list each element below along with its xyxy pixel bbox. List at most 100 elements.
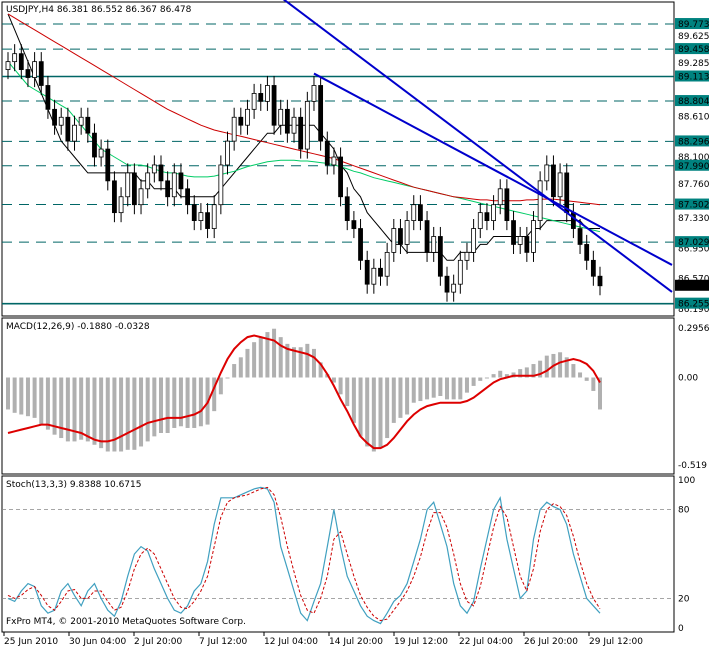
stoch-tick-label: 80 bbox=[678, 506, 690, 516]
price-tick-label: 88.610 bbox=[678, 112, 710, 122]
price-panel-frame bbox=[1, 1, 675, 317]
price-tick-label: 88.100 bbox=[678, 153, 710, 163]
macd-bar bbox=[411, 377, 416, 403]
macd-bar bbox=[278, 337, 283, 378]
candle-body bbox=[85, 116, 91, 134]
macd-bar bbox=[232, 364, 237, 378]
macd-bar bbox=[298, 347, 303, 378]
macd-bar bbox=[158, 377, 163, 433]
macd-bar bbox=[345, 377, 350, 407]
current-price-label: 86.478 bbox=[678, 282, 710, 292]
level-label-bg bbox=[675, 18, 709, 30]
macd-bar bbox=[225, 377, 230, 379]
candle-body bbox=[524, 236, 530, 253]
level-label: 89.773 bbox=[678, 20, 710, 30]
macd-title: MACD(12,26,9) -0.1880 -0.0328 bbox=[6, 322, 150, 332]
time-tick-label: 22 Jul 04:00 bbox=[459, 637, 513, 647]
trendline bbox=[313, 72, 673, 266]
candle-body bbox=[25, 69, 31, 78]
candle-body bbox=[391, 228, 397, 253]
ma-slow-line bbox=[7, 13, 601, 206]
macd-bar bbox=[491, 374, 496, 378]
macd-bar bbox=[105, 377, 110, 452]
time-tick-label: 25 Jun 2010 bbox=[4, 637, 58, 647]
candle-body bbox=[258, 93, 264, 102]
candle-body bbox=[457, 259, 463, 285]
stoch-panel-frame bbox=[1, 475, 675, 633]
candle-body bbox=[537, 180, 543, 221]
macd-bar bbox=[79, 377, 84, 440]
symbol-title: USDJPY,H4 86.381 86.552 86.367 86.478 bbox=[6, 5, 192, 15]
candle-body bbox=[278, 108, 284, 126]
candle-body bbox=[284, 108, 290, 134]
stoch-tick-label: 0 bbox=[678, 624, 684, 634]
candle-body bbox=[531, 220, 536, 253]
candle-body bbox=[171, 172, 177, 198]
candle-body bbox=[191, 204, 197, 221]
macd-bar bbox=[178, 377, 183, 427]
level-label-bg bbox=[675, 95, 709, 107]
stoch-main-line bbox=[7, 486, 601, 625]
macd-bar bbox=[425, 377, 430, 400]
macd-bar bbox=[258, 337, 263, 378]
candle-body bbox=[45, 85, 51, 110]
candle-body bbox=[557, 172, 563, 198]
macd-bar bbox=[331, 377, 336, 383]
macd-bar bbox=[498, 370, 503, 378]
macd-bar bbox=[558, 352, 563, 378]
time-tick-label: 7 Jul 12:00 bbox=[199, 637, 248, 647]
level-label-bg bbox=[675, 70, 709, 82]
macd-bar bbox=[378, 377, 383, 449]
candle-body bbox=[424, 220, 430, 253]
candle-body bbox=[291, 116, 297, 134]
candle-body bbox=[211, 204, 217, 229]
candle-body bbox=[118, 196, 124, 214]
macd-bar bbox=[265, 332, 270, 378]
candle-body bbox=[65, 116, 71, 142]
level-label-bg bbox=[675, 43, 709, 55]
candle-body bbox=[504, 188, 510, 221]
candle-body bbox=[72, 124, 77, 142]
candle-body bbox=[58, 116, 64, 126]
macd-bar bbox=[285, 343, 290, 378]
macd-bar bbox=[45, 377, 50, 430]
macd-bar bbox=[464, 377, 469, 393]
macd-bar bbox=[125, 377, 130, 450]
macd-bar bbox=[12, 377, 17, 413]
macd-bar bbox=[272, 328, 277, 378]
level-label: 89.458 bbox=[678, 45, 710, 55]
stoch-tick-label: 100 bbox=[678, 476, 695, 486]
candle-body bbox=[138, 188, 144, 206]
price-tick-label: 89.625 bbox=[678, 32, 710, 42]
time-tick-label: 2 Jul 20:00 bbox=[134, 637, 183, 647]
macd-bar bbox=[185, 377, 190, 428]
time-tick-label: 26 Jul 20:00 bbox=[524, 637, 578, 647]
macd-bar bbox=[252, 342, 257, 378]
candles bbox=[5, 44, 603, 302]
macd-signal-line bbox=[7, 334, 601, 450]
candle-body bbox=[165, 180, 171, 198]
macd-panel-frame bbox=[1, 317, 675, 475]
candle-body bbox=[570, 212, 576, 229]
candle-body bbox=[151, 164, 157, 174]
candle-body bbox=[158, 164, 164, 182]
candle-body bbox=[92, 132, 97, 158]
macd-bar bbox=[484, 377, 489, 379]
macd-bar bbox=[72, 377, 77, 442]
macd-bar bbox=[119, 377, 124, 452]
candle-body bbox=[238, 116, 244, 126]
macd-bar bbox=[6, 377, 10, 410]
macd-bar bbox=[431, 377, 436, 398]
candle-body bbox=[298, 116, 304, 150]
candle-body bbox=[364, 259, 370, 285]
stoch-axis: 100 80 20 0 bbox=[678, 476, 695, 634]
macd-bar bbox=[458, 377, 463, 400]
macd-bar bbox=[544, 355, 549, 378]
candle-body bbox=[471, 228, 477, 253]
price-axis: 89.625 89.285 88.610 88.100 87.760 87.330 86.9… bbox=[675, 18, 710, 315]
macd-bar bbox=[524, 367, 529, 378]
candle-body bbox=[105, 148, 111, 182]
candle-body bbox=[437, 236, 443, 277]
